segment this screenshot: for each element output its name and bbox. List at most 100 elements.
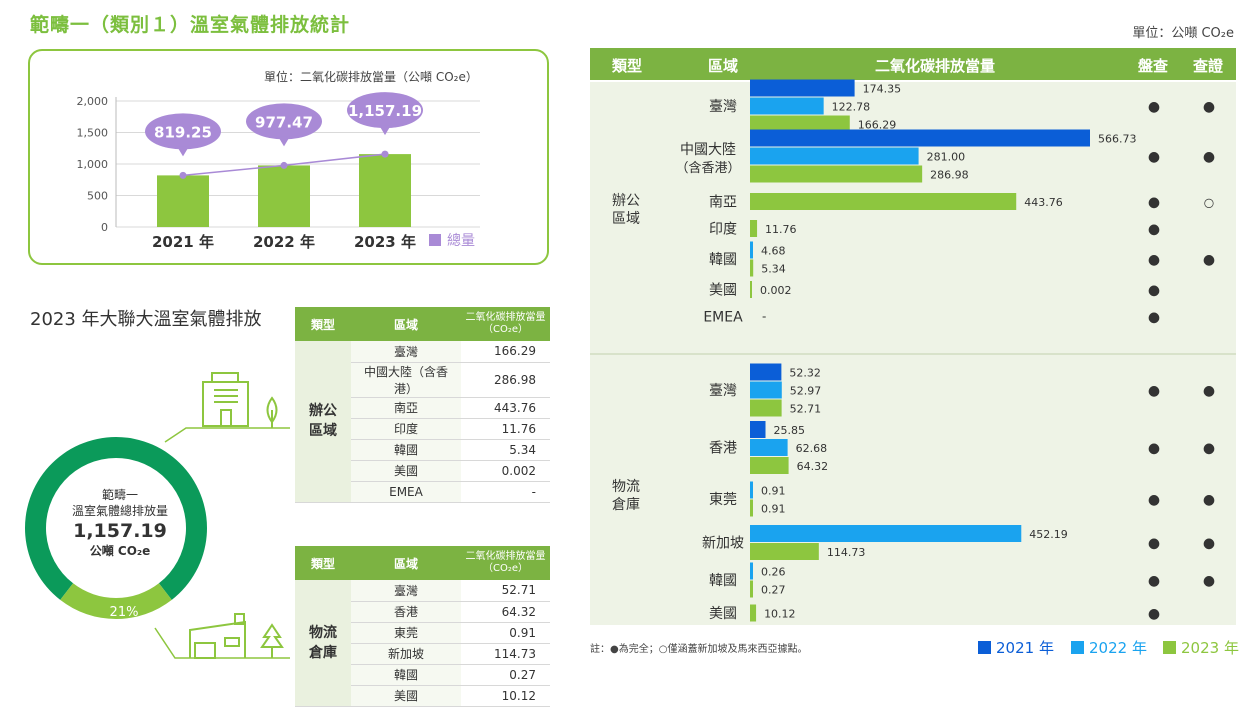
- y-tick-label: 1,500: [77, 127, 109, 140]
- y-tick-label: 500: [87, 190, 108, 203]
- region-cell: 新加坡: [351, 643, 461, 665]
- unit-label: 單位：公噸 CO₂e: [1132, 26, 1234, 41]
- donut-chart: 79% 21%: [24, 437, 207, 620]
- data-label-bubble: [347, 92, 423, 129]
- data-label: 52.32: [789, 367, 821, 380]
- legend-item: 2022 年: [1071, 637, 1147, 658]
- bar: [750, 147, 919, 165]
- region-cell: 南亞: [351, 397, 461, 419]
- region-cell: 韓國: [351, 664, 461, 686]
- data-label: 174.35: [863, 83, 902, 96]
- office-emission-table: 類型 區域 二氧化碳排放當量（CO₂e） 辦公 區域 臺灣 166.29 中國大陸（含香…: [295, 307, 550, 503]
- region-cell: 印度: [351, 418, 461, 440]
- data-label: 10.12: [764, 608, 796, 621]
- inventory-mark: ●: [1148, 149, 1160, 165]
- donut-section-title: 2023 年大聯大溫室氣體排放: [30, 309, 262, 330]
- col-region: 區域: [351, 546, 461, 580]
- inventory-mark: ●: [1148, 606, 1160, 622]
- region-label: 印度: [709, 222, 737, 238]
- trend-chart: 0 500 1,000 1,500 2,000 2021 年 2022 年 2023 年 819…: [77, 92, 480, 251]
- region-cell: 美國: [351, 685, 461, 707]
- data-label: 25.85: [774, 424, 806, 437]
- bar: [750, 259, 754, 277]
- regional-bar-chart: 臺灣 174.35 122.78 166.29 ● ● 中國大陸 （含香港） 566.73 281…: [590, 79, 1236, 625]
- data-label: 286.98: [930, 169, 969, 182]
- bar: [750, 79, 855, 97]
- data-label-pointer: [379, 125, 391, 136]
- trend-chart-frame: [28, 49, 549, 265]
- data-label: 64.32: [797, 460, 829, 473]
- value-cell: 11.76: [461, 418, 550, 440]
- verify-mark: ○: [1204, 196, 1214, 210]
- region-label: （含香港）: [675, 160, 740, 176]
- region-label: 美國: [709, 283, 737, 299]
- x-tick-label: 2021 年: [152, 233, 214, 251]
- table-row: 印度 11.76: [295, 418, 550, 440]
- region-label: 韓國: [709, 573, 737, 589]
- data-label: 4.68: [761, 245, 786, 258]
- group-band: [590, 82, 1236, 353]
- value-cell: 443.76: [461, 397, 550, 419]
- data-label-bubble: [246, 103, 322, 140]
- bar: [750, 604, 757, 622]
- donut-center-unit: 公噸 CO₂e: [89, 544, 151, 558]
- col-type: 類型: [295, 546, 351, 580]
- region-label: 中國大陸: [680, 142, 736, 158]
- y-tick-label: 2,000: [77, 95, 109, 108]
- office-building-icon: [202, 372, 278, 428]
- type-cell: 物流 倉庫: [295, 580, 351, 707]
- inventory-mark: ●: [1148, 99, 1160, 115]
- bar: [750, 525, 1022, 542]
- value-cell: 166.29: [461, 341, 550, 363]
- table-row: 新加坡 114.73: [295, 643, 550, 665]
- value-cell: 0.91: [461, 622, 550, 644]
- inventory-mark: ●: [1148, 441, 1160, 457]
- data-label: 0.27: [761, 584, 786, 597]
- region-label: 臺灣: [709, 383, 737, 399]
- region-cell: 東莞: [351, 622, 461, 644]
- data-label: 122.78: [832, 101, 871, 114]
- bar: [750, 499, 753, 517]
- data-label: 452.19: [1029, 528, 1068, 541]
- group-band: [590, 355, 1236, 625]
- verify-mark: ●: [1203, 573, 1215, 589]
- value-cell: 10.12: [461, 685, 550, 707]
- header-emission: 二氧化碳排放當量: [875, 57, 996, 75]
- group-label: 倉庫: [612, 496, 640, 513]
- table-row: 美國 10.12: [295, 685, 550, 707]
- inventory-mark: ●: [1148, 573, 1160, 589]
- y-tick-label: 0: [101, 221, 108, 234]
- data-label: 114.73: [827, 546, 866, 559]
- inventory-mark: ●: [1148, 310, 1160, 326]
- legend-item: 2023 年: [1163, 637, 1239, 658]
- group-label: 物流: [612, 479, 640, 495]
- data-label: 819.25: [154, 123, 212, 141]
- data-label: -: [762, 310, 766, 324]
- region-cell: 韓國: [351, 439, 461, 461]
- bar: [750, 399, 782, 417]
- inventory-mark: ●: [1148, 492, 1160, 508]
- inventory-mark: ●: [1148, 222, 1160, 238]
- region-label: 南亞: [709, 195, 737, 211]
- legend-swatch: [1163, 641, 1176, 654]
- table-row: 韓國 0.27: [295, 664, 550, 686]
- data-label: 52.71: [790, 403, 822, 416]
- logistics-emission-table: 類型 區域 二氧化碳排放當量（CO₂e） 物流 倉庫 臺灣 52.71 香港 64.32 東…: [295, 546, 550, 707]
- bar: [750, 165, 923, 183]
- bar: [750, 421, 766, 438]
- bar: [750, 281, 752, 298]
- value-cell: 64.32: [461, 601, 550, 623]
- data-label: 52.97: [790, 385, 822, 398]
- donut-center-line1: 範疇一: [101, 488, 138, 502]
- region-label: 美國: [709, 606, 737, 622]
- donut-label: 79%: [110, 471, 139, 486]
- series-point: [280, 161, 288, 169]
- legend-label: 總量: [447, 232, 475, 249]
- data-label: 0.91: [761, 503, 786, 516]
- region-label: 新加坡: [702, 536, 744, 552]
- bar: [750, 562, 753, 580]
- data-label: 166.29: [858, 119, 897, 132]
- trend-unit-label: 單位：二氧化碳排放當量（公噸 CO₂e）: [264, 70, 478, 84]
- value-cell: 52.71: [461, 580, 550, 602]
- header-region: 區域: [708, 57, 739, 75]
